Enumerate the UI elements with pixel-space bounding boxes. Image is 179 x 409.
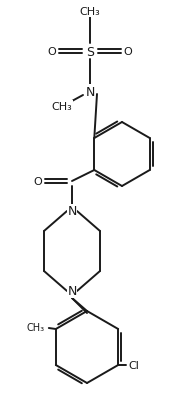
Text: N: N [67,285,77,298]
Text: S: S [86,45,94,58]
Text: O: O [34,177,42,187]
Text: O: O [48,47,56,57]
Text: O: O [124,47,132,57]
Text: N: N [85,85,95,98]
Text: Cl: Cl [129,360,140,370]
Text: N: N [67,205,77,218]
Text: CH₃: CH₃ [27,322,45,332]
Text: CH₃: CH₃ [80,7,100,17]
Text: CH₃: CH₃ [52,102,72,112]
